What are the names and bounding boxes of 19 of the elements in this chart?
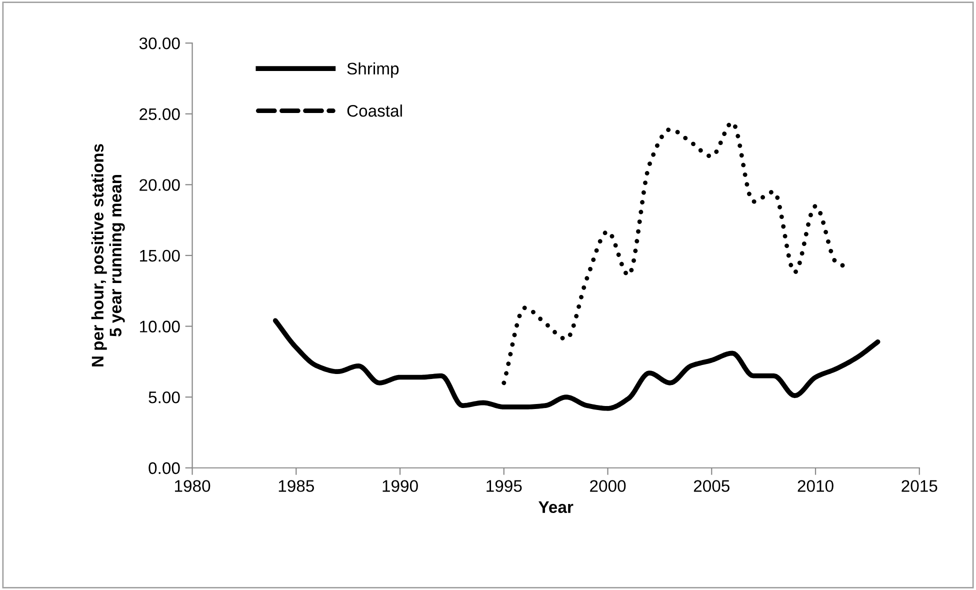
y-tick-label: 15.00 [140,250,180,262]
y-tick-label: 10.00 [140,320,180,332]
x-tick-label: 1990 [382,480,418,492]
x-tick-label: 1985 [278,480,314,492]
x-tick-label: 2005 [694,480,730,492]
x-tick-label: 2010 [798,480,834,492]
y-tick-label: 25.00 [140,108,180,120]
x-tick-label: 1995 [486,480,522,492]
legend-label: Coastal [347,104,402,117]
y-tick-label: 0.00 [148,462,180,474]
y-tick-label: 20.00 [140,179,180,191]
y-tick-label: 5.00 [148,391,180,404]
y-tick-label: 30.00 [139,37,180,50]
y-axis-title: N per hour, positive stations 5 year running mean [91,144,125,366]
x-tick-label: 2000 [590,480,626,492]
x-tick-label: 2015 [902,480,938,492]
x-axis-title: Year [538,501,574,514]
legend-label: Shrimp [347,62,399,78]
x-tick-label: 1980 [175,480,210,492]
